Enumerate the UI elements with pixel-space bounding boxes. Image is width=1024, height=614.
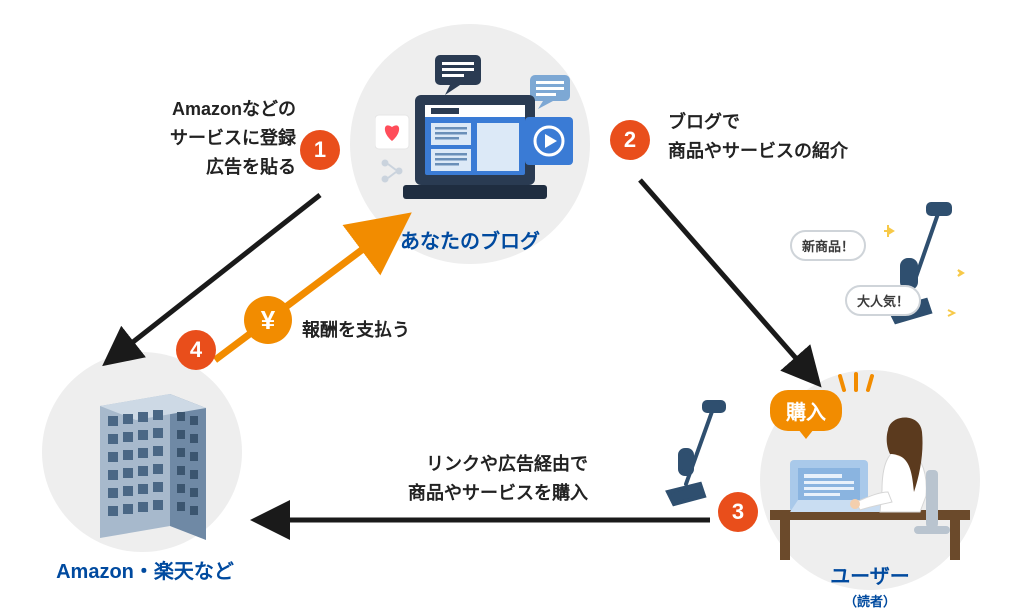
step3-line2: 商品やサービスを購入 <box>408 483 588 503</box>
step4-text: 報酬を支払う <box>302 316 410 345</box>
arrow-blog-to-user <box>640 180 815 380</box>
step3-line1: リンクや広告経由で <box>426 454 588 474</box>
tag-new-product: 新商品！ <box>790 230 866 261</box>
step3-badge: 3 <box>718 492 758 532</box>
company-label: Amazon・楽天など <box>30 555 260 584</box>
step2-text: ブログで 商品やサービスの紹介 <box>668 108 848 166</box>
step2-badge: 2 <box>610 120 650 160</box>
company-building-icon <box>70 376 220 546</box>
user-label-sub: （読者） <box>844 594 896 609</box>
blog-label: あなたのブログ <box>395 225 545 254</box>
step2-line1: ブログで <box>668 112 740 132</box>
step4-badge: 4 <box>176 330 216 370</box>
step3-text: リンクや広告経由で 商品やサービスを購入 <box>368 450 588 508</box>
blog-laptop-icon <box>375 55 575 215</box>
user-label: ユーザー （読者） <box>800 560 940 612</box>
emphasis-marks-icon <box>838 372 874 396</box>
step1-line1: Amazonなどの <box>172 99 296 119</box>
step1-line2: サービスに登録 <box>170 128 296 148</box>
arrow-blog-to-company <box>110 195 320 360</box>
step2-line2: 商品やサービスの紹介 <box>668 141 848 161</box>
tag-popular: 大人気！ <box>845 285 921 316</box>
yen-icon: ¥ <box>244 296 292 344</box>
step1-line3: 広告を貼る <box>206 157 296 177</box>
buy-bubble: 購入 <box>770 390 842 431</box>
step1-text: Amazonなどの サービスに登録 広告を貼る <box>136 95 296 181</box>
user-label-main: ユーザー <box>830 566 910 588</box>
step1-badge: 1 <box>300 130 340 170</box>
step4-line1: 報酬を支払う <box>302 320 410 340</box>
